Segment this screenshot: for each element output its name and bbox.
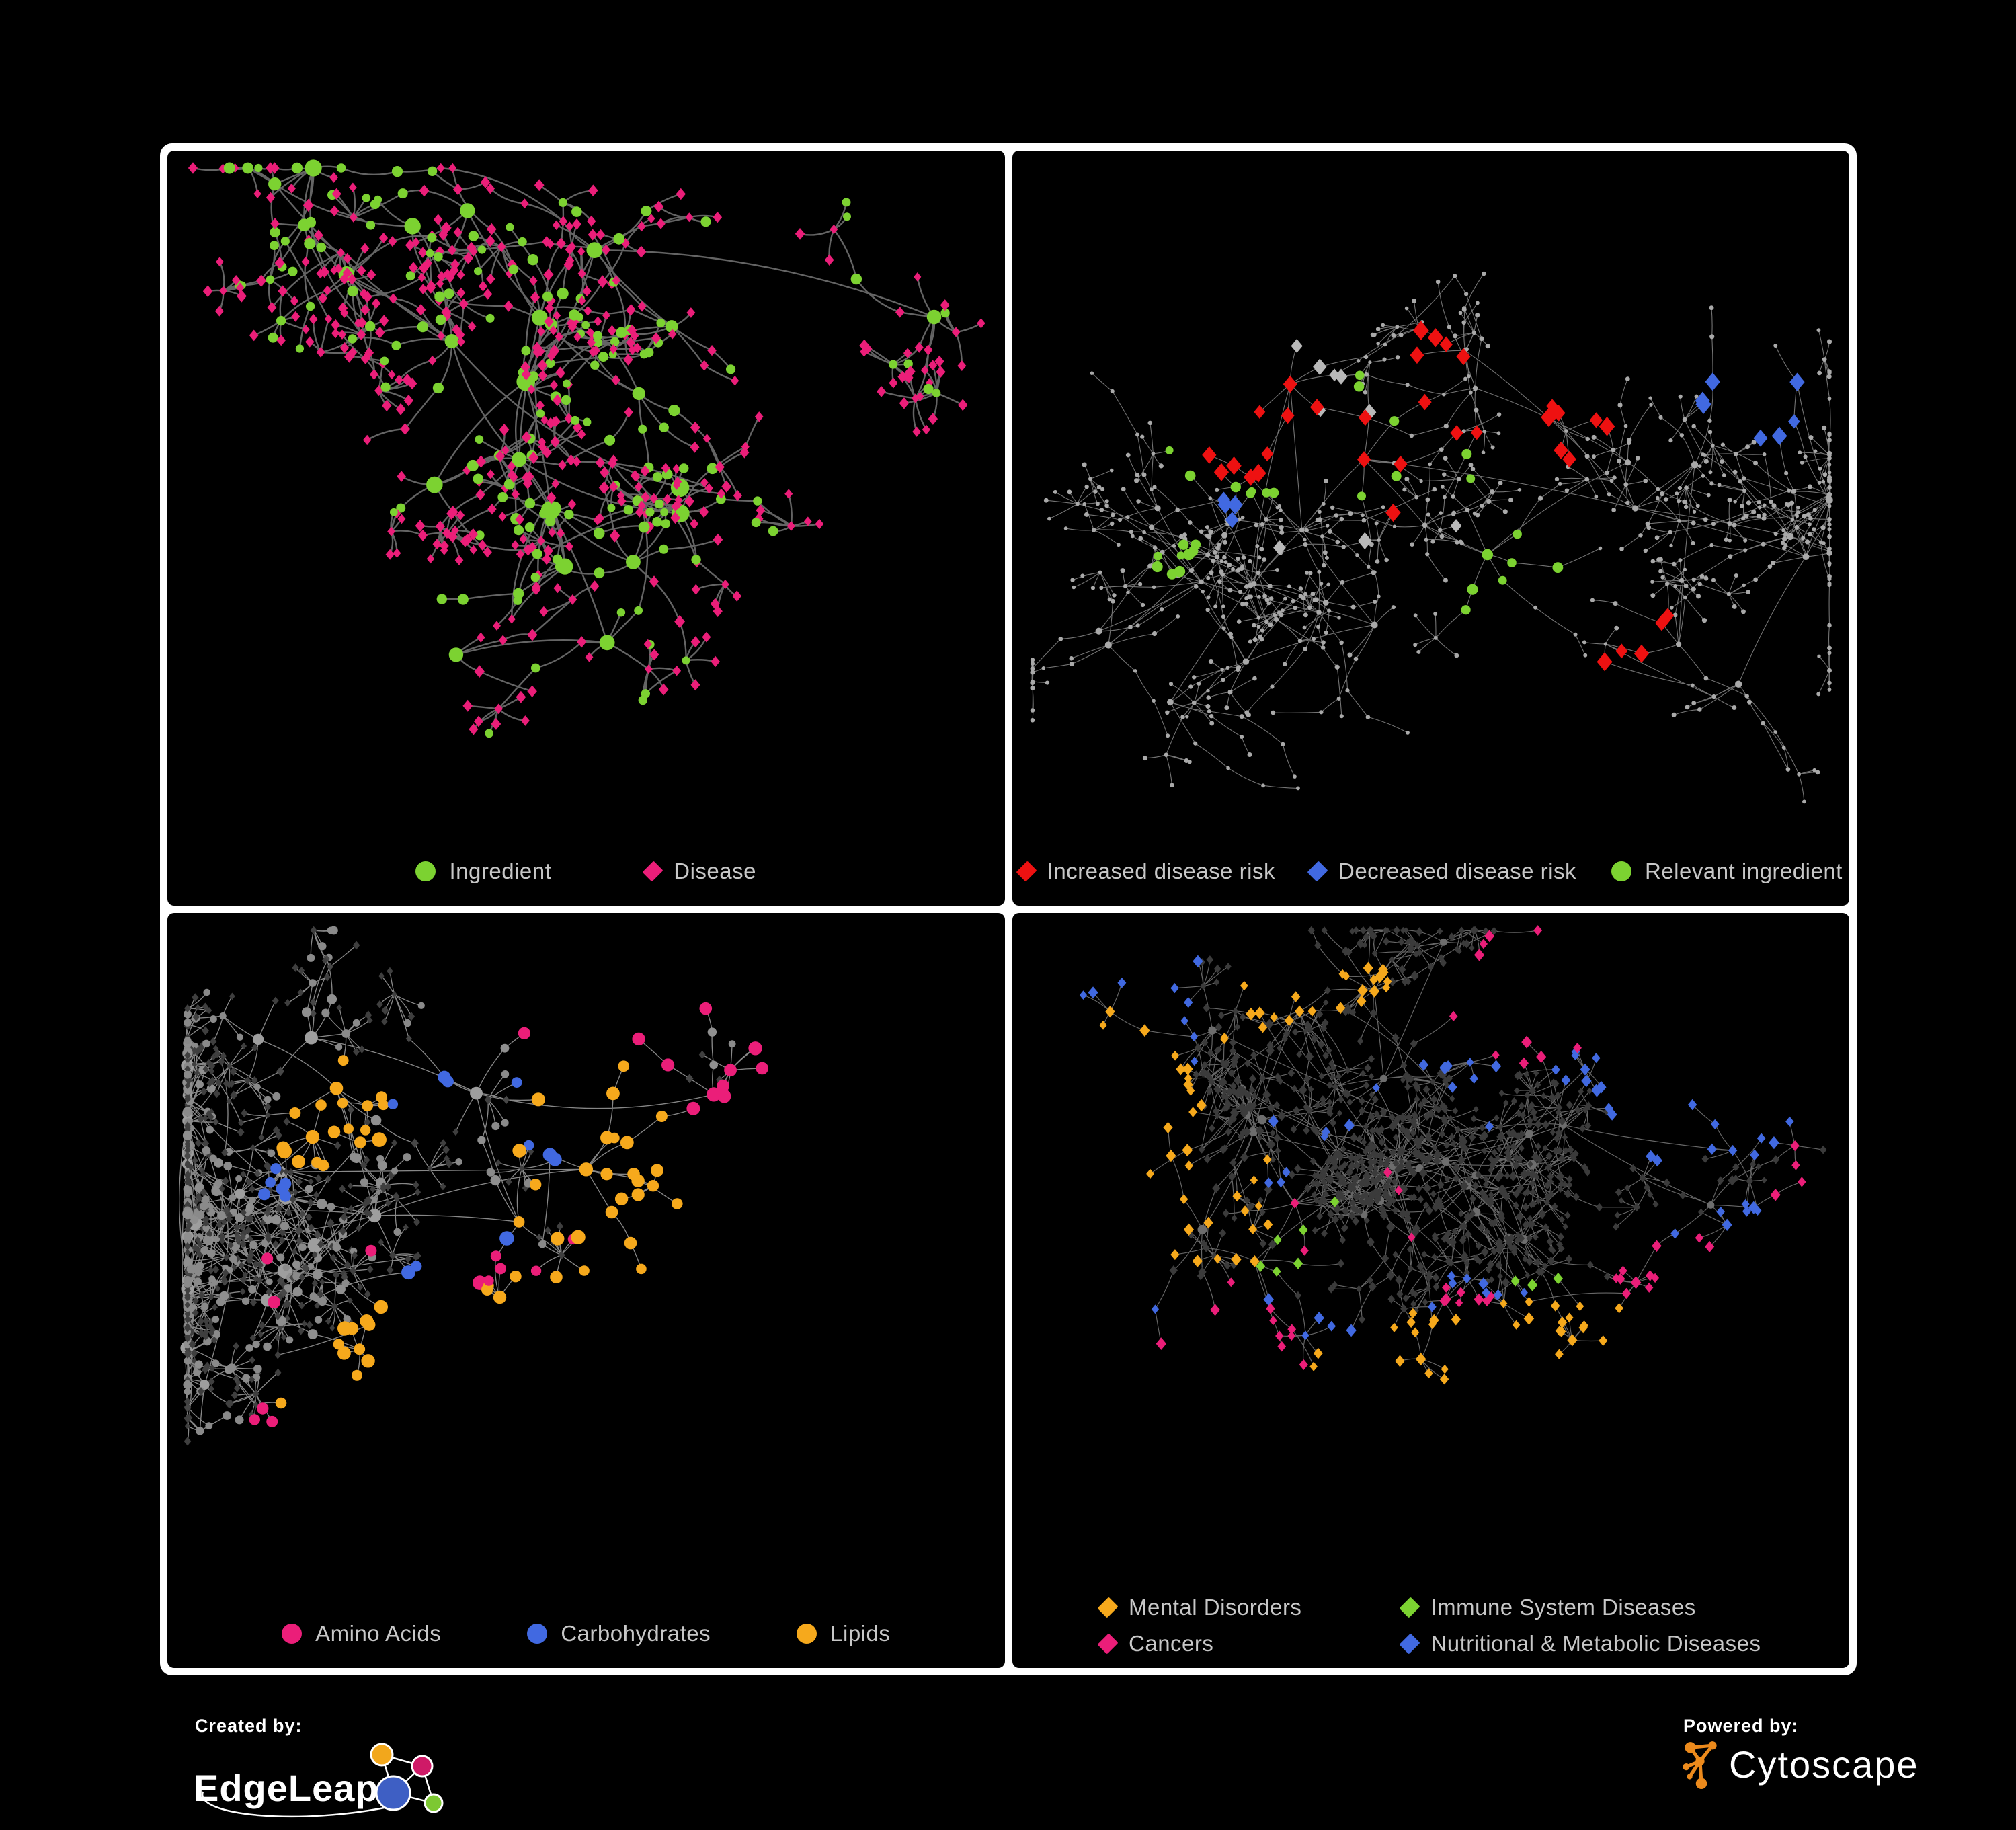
circle-icon — [797, 1624, 817, 1644]
legend: Mental Disorders Immune System Diseases … — [1012, 1583, 1850, 1668]
legend: Amino Acids Carbohydrates Lipids — [167, 1599, 1005, 1668]
edgeleap-orange-node-icon — [370, 1743, 394, 1767]
legend-label: Relevant ingredient — [1644, 859, 1843, 883]
cytoscape-wordmark: Cytoscape — [1729, 1743, 1919, 1786]
legend-item-lipids: Lipids — [797, 1621, 890, 1646]
cytoscape-icon — [1683, 1741, 1717, 1789]
diamond-icon — [642, 861, 663, 882]
legend-label: Amino Acids — [315, 1621, 442, 1646]
legend-item-increased-risk: Increased disease risk — [1016, 859, 1275, 884]
legend-label: Increased disease risk — [1047, 859, 1275, 883]
panel-ingredient-disease: Ingredient Disease — [167, 151, 1005, 906]
legend-item-nutritional-metabolic-diseases: Nutritional & Metabolic Diseases — [1399, 1631, 1761, 1657]
legend-item-carbohydrates: Carbohydrates — [527, 1621, 711, 1646]
legend-label: Mental Disorders — [1129, 1595, 1302, 1620]
edgeleap-pink-node-icon — [411, 1755, 434, 1778]
legend-label: Carbohydrates — [561, 1621, 711, 1646]
legend-item-decreased-risk: Decreased disease risk — [1307, 859, 1576, 884]
legend-item-relevant-ingredient: Relevant ingredient — [1611, 859, 1843, 884]
legend-label: Disease — [674, 859, 756, 883]
diamond-icon — [1016, 861, 1037, 882]
legend-label: Lipids — [830, 1621, 891, 1646]
panel-disease-categories: Mental Disorders Immune System Diseases … — [1012, 913, 1850, 1668]
panel-macronutrients: Amino Acids Carbohydrates Lipids — [167, 913, 1005, 1668]
circle-icon — [415, 861, 436, 881]
legend-item-disease: Disease — [642, 859, 756, 884]
powered-by-label: Powered by: — [1683, 1716, 1799, 1736]
legend-item-immune-system-diseases: Immune System Diseases — [1399, 1595, 1696, 1620]
edgeleap-blue-node-icon — [375, 1775, 411, 1811]
legend-item-cancers: Cancers — [1097, 1631, 1214, 1657]
cytoscape-logo-row: Cytoscape — [1681, 1739, 1919, 1789]
legend-label: Immune System Diseases — [1430, 1595, 1696, 1620]
legend: Increased disease risk Decreased disease… — [1012, 837, 1850, 906]
edgeleap-wordmark: EdgeLeap — [194, 1767, 379, 1809]
disease-categories-network-graph — [1079, 925, 1827, 1385]
edgeleap-green-node-icon — [424, 1793, 444, 1813]
legend-item-mental-disorders: Mental Disorders — [1097, 1595, 1302, 1620]
panel-disease-risk: Increased disease risk Decreased disease… — [1012, 151, 1850, 906]
legend-label: Nutritional & Metabolic Diseases — [1430, 1631, 1761, 1656]
diamond-icon — [1399, 1633, 1420, 1655]
created-by-brand: Created by: EdgeLeap — [192, 1716, 468, 1830]
macronutrients-network-graph — [179, 926, 769, 1446]
powered-by-brand: Powered by: Cytoscape — [1681, 1716, 1919, 1789]
diamond-icon — [1307, 861, 1328, 882]
legend-item-ingredient: Ingredient — [415, 859, 551, 884]
diamond-icon — [1399, 1597, 1420, 1618]
disease-risk-network-graph — [1029, 271, 1833, 804]
diamond-icon — [1097, 1597, 1119, 1618]
edgeleap-logo: EdgeLeap — [194, 1743, 444, 1818]
legend: Ingredient Disease — [167, 837, 1005, 906]
legend-label: Decreased disease risk — [1338, 859, 1576, 883]
circle-icon — [282, 1624, 303, 1644]
circle-icon — [527, 1624, 548, 1644]
edgeleap-swoosh — [201, 1791, 392, 1818]
created-by-label: Created by: — [195, 1716, 303, 1736]
ingredient-disease-network-graph — [188, 159, 985, 738]
legend-label: Ingredient — [449, 859, 552, 883]
figure-board: Ingredient Disease Increased disease ris… — [160, 143, 1857, 1675]
diamond-icon — [1097, 1633, 1119, 1655]
legend-item-amino-acids: Amino Acids — [282, 1621, 441, 1646]
legend-label: Cancers — [1129, 1631, 1214, 1656]
circle-icon — [1611, 861, 1631, 881]
